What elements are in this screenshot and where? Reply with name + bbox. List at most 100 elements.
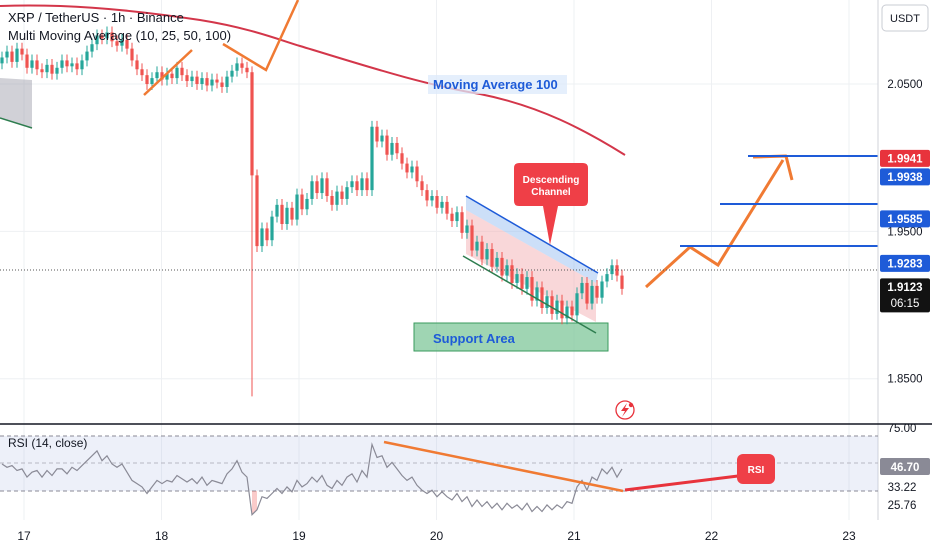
candle-body [590,285,594,304]
candle-body [40,69,44,73]
candle-body [5,51,9,58]
rsi-oversold-fill [252,491,257,515]
candle-body [240,63,244,68]
lightning-icon[interactable] [615,400,635,420]
candle-body [130,48,134,61]
candle-body [95,35,99,45]
orange-drawing-zigzag[interactable] [143,49,193,96]
candle-body [370,126,374,191]
candle-body [225,76,229,87]
candle-body [400,153,404,164]
candle-body [150,78,154,84]
candles-layer [0,26,624,397]
candle-body [270,216,274,241]
rsi-callout-box[interactable] [737,454,775,484]
candle-body [315,181,319,194]
candle-body [445,201,449,214]
candle-body [330,196,334,205]
candle-body [10,51,14,62]
rsi-line [1,442,623,516]
candle-body [235,63,239,71]
rsi-title[interactable]: RSI (14, close) [8,436,87,450]
candle-body [425,190,429,201]
candle-body [395,142,399,154]
support-area-label: Support Area [433,331,516,346]
price-tag[interactable] [880,254,930,272]
candle-body [490,249,494,267]
old-channel-line [0,117,33,129]
candle-body [375,126,379,142]
candle-body [595,285,599,298]
time-tick-label: 19 [292,529,306,543]
candle-body [415,166,419,182]
candle-body [570,306,574,316]
candle-body [220,82,224,87]
price-tag-label: 1.9585 [887,214,923,226]
candle-body [530,277,534,301]
time-tick-label: 23 [842,529,856,543]
candle-body [485,249,489,260]
candle-body [520,274,524,289]
support-area-box[interactable] [413,322,609,352]
candle-body [20,48,24,55]
candle-body [165,73,169,80]
candle-body [540,287,544,308]
descending-channel-callout[interactable] [514,163,588,245]
candle-body [465,225,469,233]
symbol-title[interactable]: XRP / TetherUS · 1h · Binance [8,10,184,25]
price-tag[interactable] [880,168,930,186]
candle-body [70,63,74,67]
candle-body [75,63,79,70]
candle-body [460,212,464,233]
orange-drawing-line-2[interactable] [222,0,300,72]
rsi-current-tag[interactable] [880,458,930,475]
candle-body [450,213,454,222]
candle-body [55,67,59,74]
candle-body [190,76,194,82]
candle-body [335,191,339,205]
candle-body [210,79,214,86]
price-tag-label: 1.9938 [887,172,923,184]
candle-body [120,39,124,46]
rsi-pane [0,435,878,492]
candle-body [420,181,424,191]
projection-path[interactable] [644,159,785,289]
indicator-title[interactable]: Multi Moving Average (10, 25, 50, 100) [8,28,231,43]
candle-body [170,73,174,79]
moving-average-100-line [0,4,626,156]
time-axis[interactable]: 17 18 19 20 21 22 23 [17,529,856,543]
price-tag-label: 1.9941 [887,153,923,165]
price-tag[interactable] [880,278,930,313]
candle-body [355,181,359,191]
candle-body [500,257,504,276]
candle-body [560,300,564,319]
candle-body [345,187,349,199]
candle-body [85,51,89,61]
time-tick-label: 21 [567,529,581,543]
rsi-trendline[interactable] [383,440,624,493]
candle-body [250,72,254,176]
candle-body [305,198,309,210]
candle-body [380,135,384,142]
candle-body [125,39,129,49]
candle-body [180,67,184,76]
candle-body [255,175,259,247]
candle-body [555,300,559,314]
currency-button[interactable] [881,4,929,32]
candle-body [580,282,584,294]
channel-blue-fill [466,196,598,283]
channel-upper-line[interactable] [465,195,599,274]
price-tag[interactable] [880,210,930,228]
price-tag[interactable] [880,149,930,167]
candle-body [80,60,84,70]
candle-body [200,78,204,84]
candle-body [320,178,324,194]
channel-lower-line[interactable] [462,255,597,334]
time-tick-label: 18 [155,529,169,543]
candle-body [160,72,164,80]
candle-body [185,75,189,82]
time-tick-label: 20 [430,529,444,543]
candle-body [105,32,109,39]
